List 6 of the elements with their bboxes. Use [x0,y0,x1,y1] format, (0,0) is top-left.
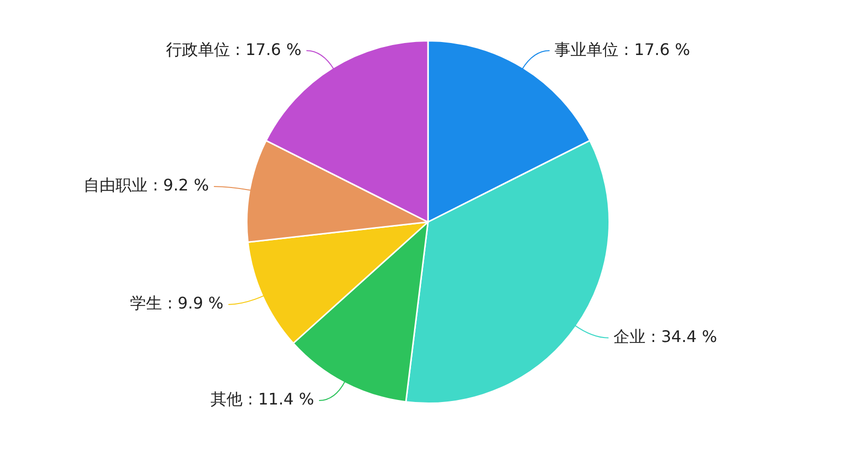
slice-label: 自由职业 : 9.2 % [84,176,209,195]
slice-label: 事业单位 : 17.6 % [554,40,690,59]
slice-label: 企业 : 34.4 % [614,327,718,346]
slice-label: 其他 : 11.4 % [210,390,314,409]
slice-label: 学生 : 9.9 % [130,294,224,313]
slice-label: 行政单位 : 17.6 % [166,40,302,59]
